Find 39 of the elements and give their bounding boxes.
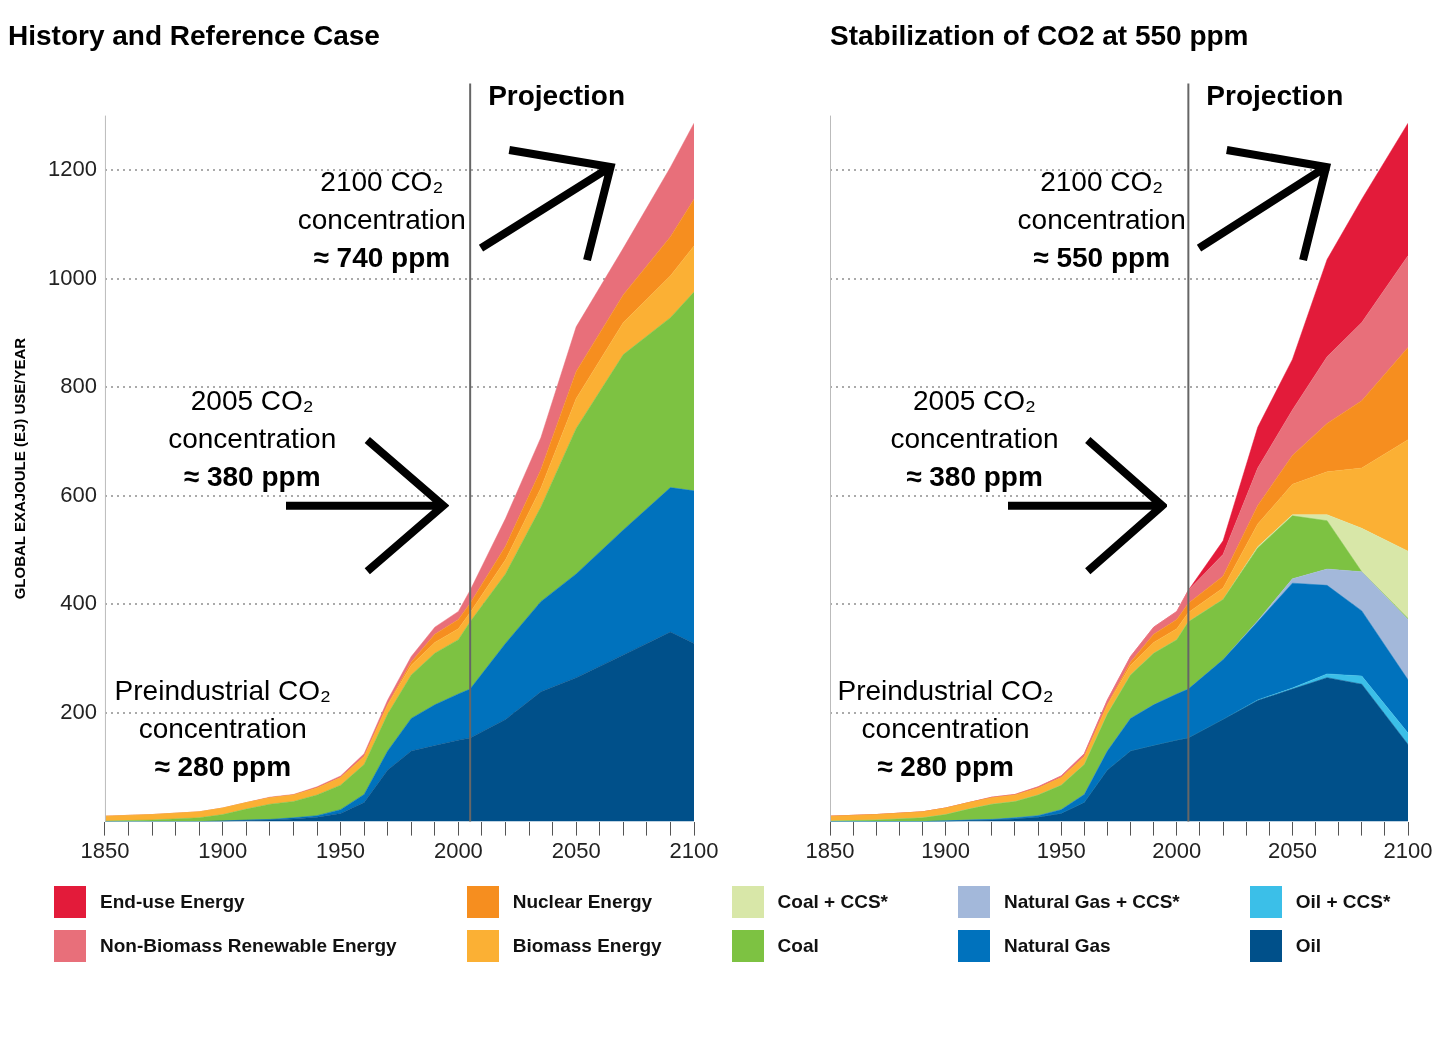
- x-tick-label: 2000: [1152, 837, 1202, 863]
- x-tick-label: 2050: [551, 837, 601, 863]
- x-tick-label: 2050: [1267, 837, 1317, 863]
- chart-title: History and Reference Case: [8, 19, 380, 51]
- annotation: Preindustrial CO₂ concentration ≈ 280 ppm: [114, 674, 331, 782]
- y-axis-title: GLOBAL EXAJOULE (EJ) USE/YEAR: [11, 337, 29, 600]
- ref-line-label: Projection: [1206, 80, 1344, 112]
- y-tick-label: 200: [60, 699, 97, 725]
- x-tick-label: 1850: [805, 837, 855, 863]
- y-tick-label: 1200: [47, 155, 97, 181]
- y-tick-label: 800: [60, 373, 97, 399]
- y-tick-label: 1000: [47, 264, 97, 290]
- legend-label: Oil + CCS*: [1295, 891, 1391, 913]
- x-tick-label: 2000: [433, 837, 483, 863]
- annotation: Preindustrial CO₂ concentration ≈ 280 ppm: [837, 674, 1054, 782]
- legend-label: Oil: [1295, 935, 1322, 957]
- legend-label: Non-Biomass Renewable Energy: [100, 935, 397, 957]
- legend-label: End-use Energy: [100, 891, 245, 913]
- x-tick-label: 1850: [80, 837, 130, 863]
- annotation: 2100 CO₂ concentration ≈ 740 ppm: [297, 166, 466, 274]
- x-tick-label: 1900: [921, 837, 971, 863]
- legend-label: Biomass Energy: [512, 935, 662, 957]
- legend-label: Nuclear Energy: [512, 891, 653, 913]
- x-tick-label: 2100: [1383, 837, 1433, 863]
- annotation: 2005 CO₂ concentration ≈ 380 ppm: [168, 385, 337, 493]
- x-tick-label: 1900: [198, 837, 248, 863]
- legend-label: Natural Gas: [1003, 935, 1111, 957]
- annotation: 2100 CO₂ concentration ≈ 550 ppm: [1017, 166, 1186, 274]
- x-tick-label: 1950: [1036, 837, 1086, 863]
- legend-label: Natural Gas + CCS*: [1003, 891, 1180, 913]
- chart-title: Stabilization of CO2 at 550 ppm: [830, 19, 1249, 51]
- ref-line-label: Projection: [488, 80, 626, 112]
- y-tick-label: 600: [60, 481, 97, 507]
- legend-label: Coal: [777, 935, 819, 957]
- y-tick-label: 400: [60, 590, 97, 616]
- x-tick-label: 2100: [669, 837, 719, 863]
- x-tick-label: 1950: [316, 837, 366, 863]
- legend-label: Coal + CCS*: [777, 891, 888, 913]
- annotation: 2005 CO₂ concentration ≈ 380 ppm: [890, 385, 1059, 493]
